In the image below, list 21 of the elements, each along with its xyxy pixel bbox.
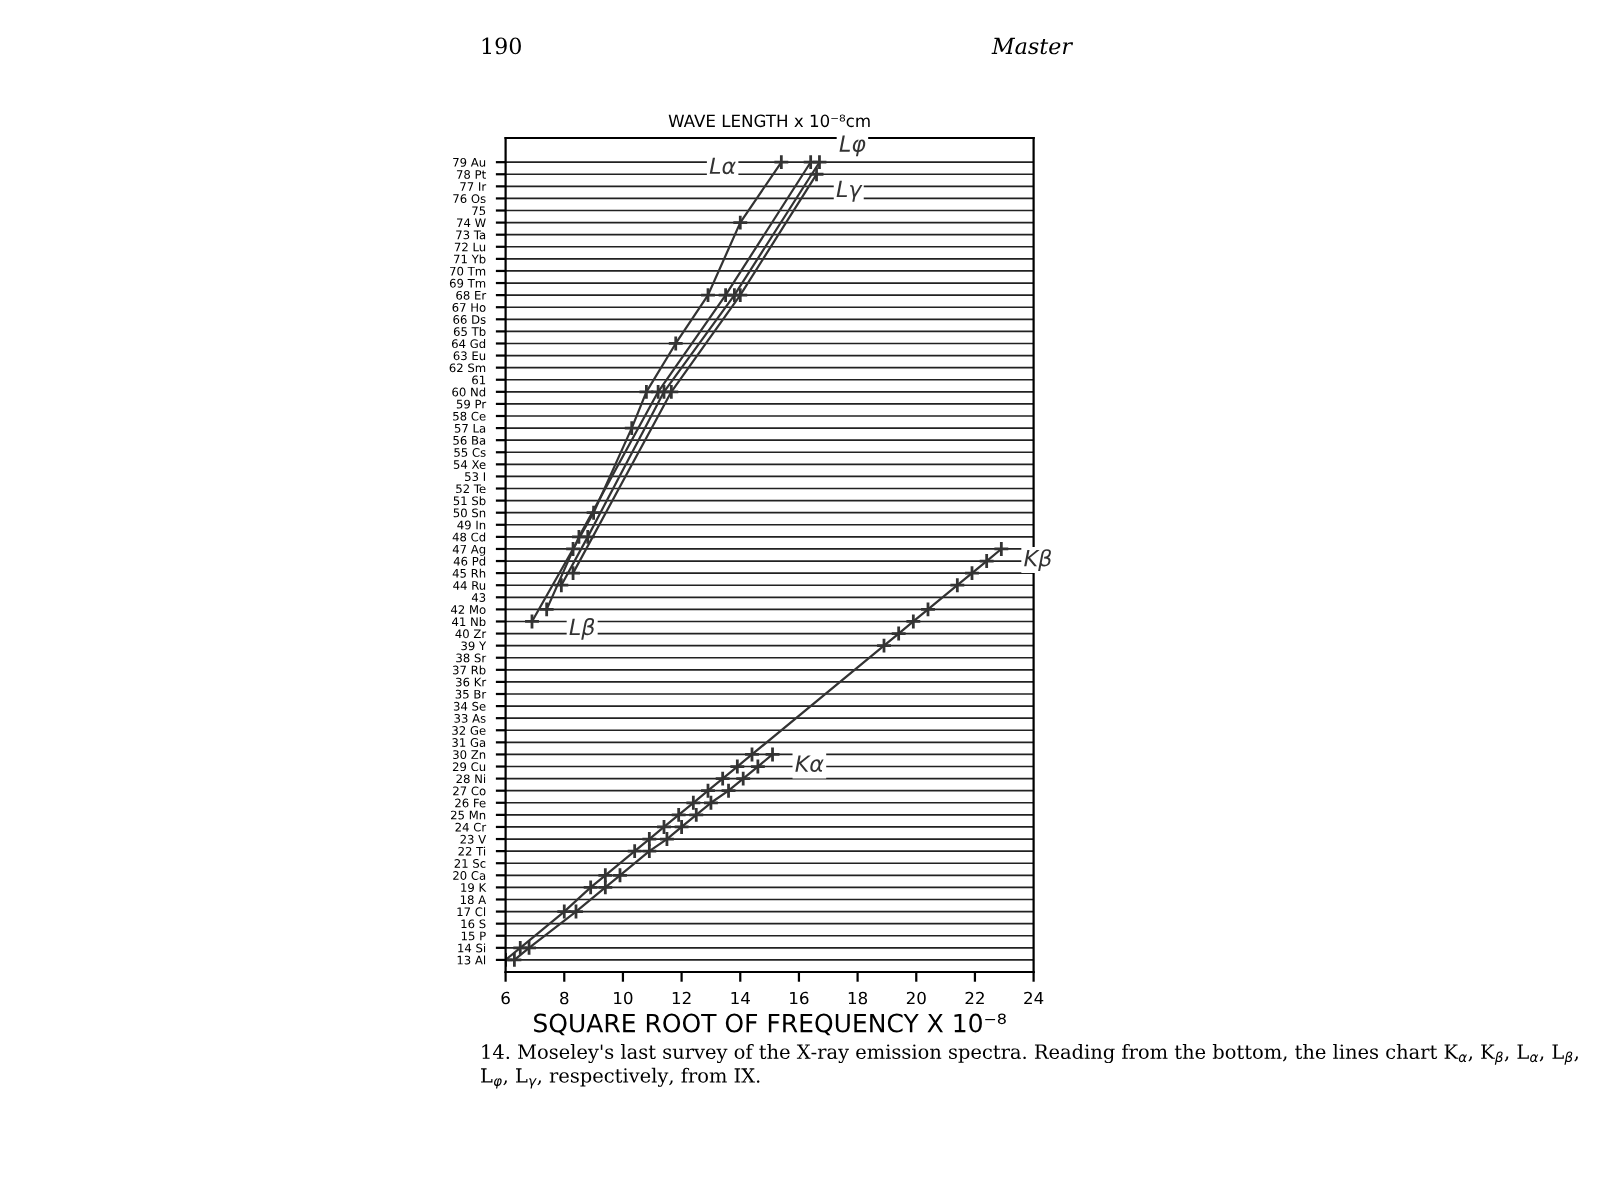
x-tick-label: 20 bbox=[906, 991, 926, 1005]
x2-axis-title: WAVE LENGTH x 10⁻⁸cm bbox=[668, 114, 870, 128]
series-label: Kβ bbox=[1024, 549, 1051, 571]
x-tick-label: 24 bbox=[1024, 991, 1044, 1005]
series-label: Lφ bbox=[839, 135, 866, 157]
x-tick-label: 12 bbox=[672, 991, 691, 1005]
text: 14. Moseley's last survey of the X-ray emission spectra. Reading from the bottom, the lines chart K$_{α}$, K$_{β}$, L$_{α}$, L$_{β}$, L$_{φ}$, L$_{γ}$, respectively, from IX. bbox=[481, 1044, 1578, 1089]
text: 190 bbox=[482, 37, 521, 55]
series-label: Lγ bbox=[836, 180, 863, 202]
series-label: Kα bbox=[795, 755, 824, 772]
x-tick-label: 10 bbox=[614, 991, 633, 1005]
x-tick-label: 18 bbox=[848, 991, 868, 1005]
x-tick-label: 16 bbox=[790, 991, 809, 1005]
x-axis-title: SQUARE ROOT OF FREQUENCY X 10⁻⁸ bbox=[534, 1013, 1006, 1036]
series-label: Lβ bbox=[569, 618, 595, 640]
x-tick-label: 6 bbox=[501, 991, 510, 1005]
x-tick-label: 22 bbox=[965, 991, 984, 1005]
text: Master bbox=[991, 37, 1074, 55]
series-label: Lα bbox=[709, 157, 736, 175]
x-tick-label: 14 bbox=[731, 991, 750, 1005]
x-tick-label: 8 bbox=[560, 991, 569, 1005]
